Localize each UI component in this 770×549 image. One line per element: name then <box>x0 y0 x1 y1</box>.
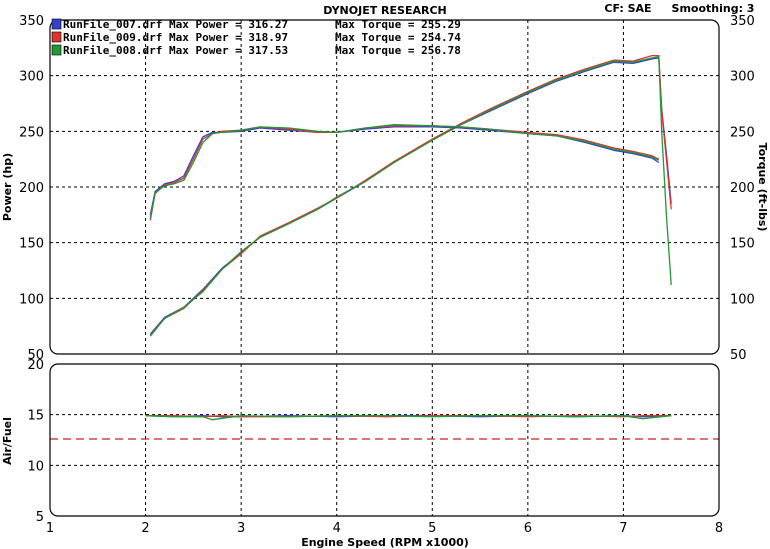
y-tick-label: 50 <box>27 348 44 363</box>
afr-axis-label: Air/Fuel <box>1 417 14 465</box>
legend-entry-torque: Max Torque = 256.78 <box>335 44 461 57</box>
torque-axis-label: Torque (ft-lbs) <box>756 143 769 232</box>
upper-grid <box>50 20 719 354</box>
y-tick-label: 20 <box>27 358 44 373</box>
y-tick-label-right: 250 <box>730 125 755 140</box>
rpm-axis-label: Engine Speed (RPM x1000) <box>301 536 469 549</box>
chart-title: DYNOJET RESEARCH <box>323 4 446 17</box>
power-y-ticks: 50 100 150 200 250 300 350 <box>19 14 44 363</box>
lower-grid <box>50 364 719 516</box>
y-tick-label-right: 50 <box>730 348 747 363</box>
cf-label: CF: SAE <box>604 2 651 15</box>
y-tick-label-right: 100 <box>730 292 755 307</box>
power-torque-series <box>149 54 672 337</box>
y-tick-label: 200 <box>19 181 44 196</box>
smoothing-label: Smoothing: 3 <box>672 2 755 15</box>
legend: RunFile_007.drf Max Power = 316.27 Max To… <box>51 18 461 57</box>
x-tick-label: 2 <box>141 521 149 536</box>
legend-entry-file: RunFile_007.drf Max Power = 316.27 <box>63 18 288 31</box>
upper-plot-frame <box>49 19 720 355</box>
torque-y-ticks: 50 100 150 200 250 300 350 <box>730 14 755 363</box>
power-series-line <box>149 54 672 336</box>
x-tick-label: 5 <box>428 521 436 536</box>
legend-entry-file: RunFile_008.drf Max Power = 317.53 <box>63 44 288 57</box>
square-swatch-icon <box>51 44 62 56</box>
square-swatch-icon <box>51 31 62 43</box>
power-torque-panel: 50 100 150 200 250 300 350 50 100 150 200 250 300 35… <box>1 14 769 363</box>
y-tick-label: 100 <box>19 292 44 307</box>
x-tick-label: 7 <box>619 521 627 536</box>
square-swatch-icon <box>51 18 62 30</box>
x-tick-label: 6 <box>524 521 532 536</box>
y-tick-label-right: 200 <box>730 181 755 196</box>
air-fuel-panel: 5 10 15 20 1 2 3 4 5 6 7 8 Air/Fuel Engine Speed (… <box>1 358 723 549</box>
y-tick-label-right: 300 <box>730 70 755 85</box>
y-tick-label: 10 <box>27 459 44 474</box>
y-tick-label-right: 350 <box>730 14 755 29</box>
y-tick-label: 5 <box>36 510 44 525</box>
x-tick-label: 8 <box>715 521 723 536</box>
lower-plot-frame <box>49 363 720 517</box>
torque-series-line <box>149 124 660 219</box>
air-fuel-series <box>145 415 672 421</box>
x-tick-label: 1 <box>46 521 54 536</box>
y-tick-label: 350 <box>19 14 44 29</box>
y-tick-label: 150 <box>19 237 44 252</box>
y-tick-label-right: 150 <box>730 237 755 252</box>
x-tick-label: 3 <box>237 521 245 536</box>
power-series-line <box>149 56 672 337</box>
afr-y-ticks: 5 10 15 20 <box>27 358 44 525</box>
y-tick-label: 250 <box>19 125 44 140</box>
legend-entry-file: RunFile_009.drf Max Power = 318.97 <box>63 31 288 44</box>
rpm-x-ticks: 1 2 3 4 5 6 7 8 <box>46 521 723 536</box>
torque-series-line <box>149 125 660 221</box>
legend-entry-torque: Max Torque = 254.74 <box>335 31 461 44</box>
y-tick-label: 15 <box>27 409 44 424</box>
x-tick-label: 4 <box>333 521 341 536</box>
power-axis-label: Power (hp) <box>1 153 14 221</box>
afr-series-line <box>145 415 672 421</box>
legend-entry-torque: Max Torque = 255.29 <box>335 18 461 31</box>
y-tick-label: 300 <box>19 70 44 85</box>
power-series-line <box>149 57 672 335</box>
